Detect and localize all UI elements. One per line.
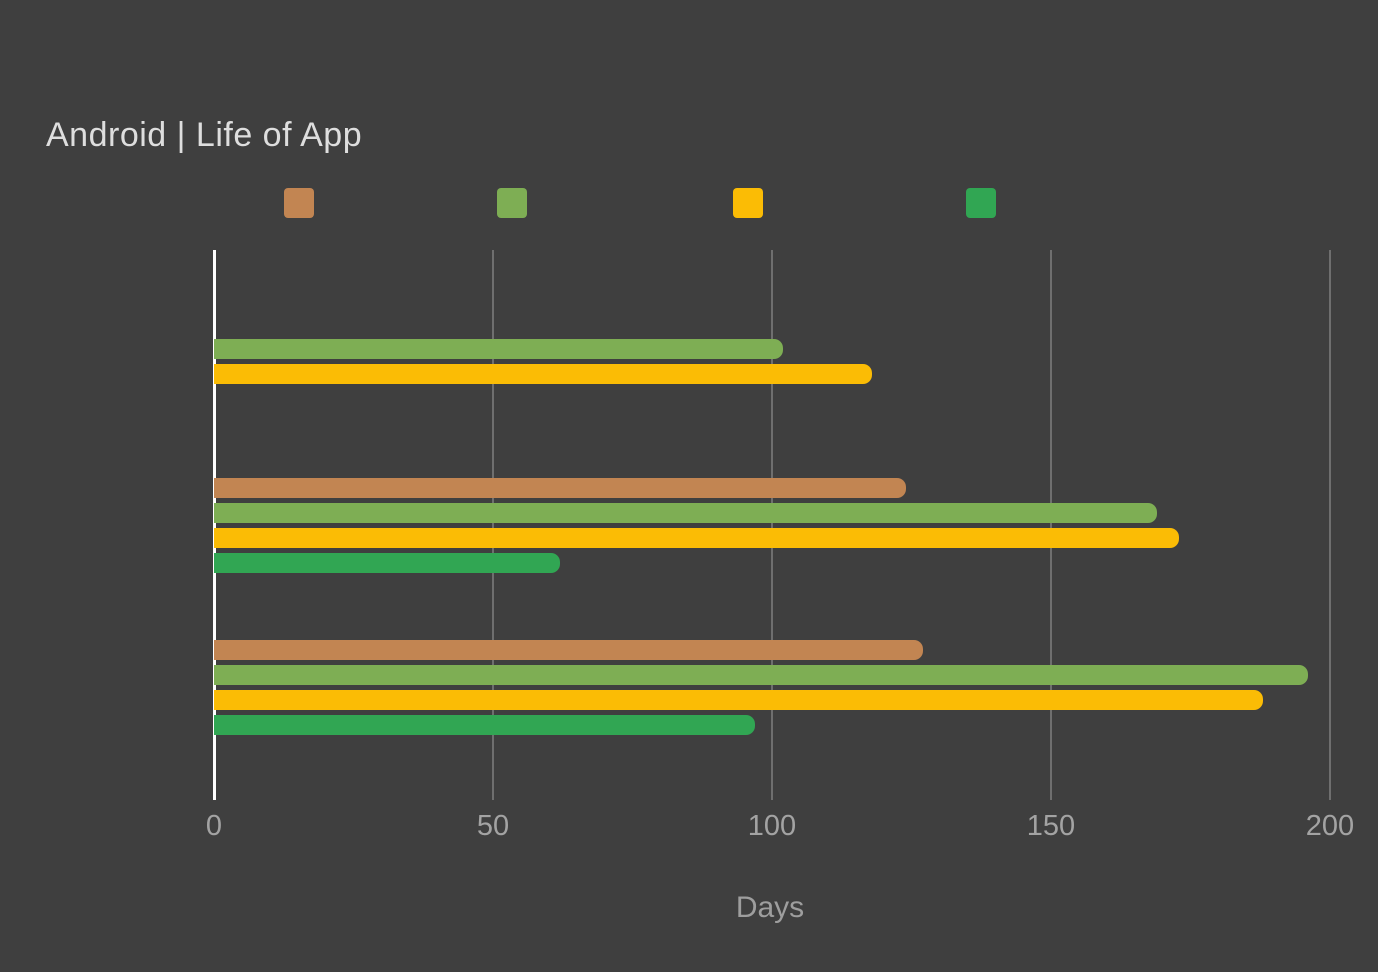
x-axis-title: Days <box>735 891 805 924</box>
bar-group-2-series-2[interactable] <box>214 503 1157 523</box>
gridline-x-100 <box>771 250 773 800</box>
gridline-x-50 <box>492 250 494 800</box>
bar-group-3-series-1[interactable] <box>214 640 923 660</box>
gridline-x-200 <box>1329 250 1331 800</box>
x-tick-label-0: 0 <box>205 810 223 842</box>
legend-swatch-3[interactable] <box>733 188 763 218</box>
legend-swatch-4[interactable] <box>966 188 996 218</box>
bar-group-1-series-3[interactable] <box>214 364 872 384</box>
gridline-x-150 <box>1050 250 1052 800</box>
x-tick-label-100: 100 <box>747 810 797 842</box>
x-tick-label-50: 50 <box>476 810 510 842</box>
legend-swatch-2[interactable] <box>497 188 527 218</box>
x-tick-label-200: 200 <box>1305 810 1355 842</box>
bar-group-2-series-1[interactable] <box>214 478 906 498</box>
legend-swatch-1[interactable] <box>284 188 314 218</box>
y-axis-line <box>213 250 216 800</box>
bar-group-3-series-3[interactable] <box>214 690 1263 710</box>
bar-group-1-series-2[interactable] <box>214 339 783 359</box>
bar-group-2-series-4[interactable] <box>214 553 560 573</box>
bar-group-3-series-2[interactable] <box>214 665 1308 685</box>
bar-group-3-series-4[interactable] <box>214 715 755 735</box>
x-tick-label-150: 150 <box>1026 810 1076 842</box>
chart-title: Android | Life of App <box>46 116 363 154</box>
bar-group-2-series-3[interactable] <box>214 528 1179 548</box>
